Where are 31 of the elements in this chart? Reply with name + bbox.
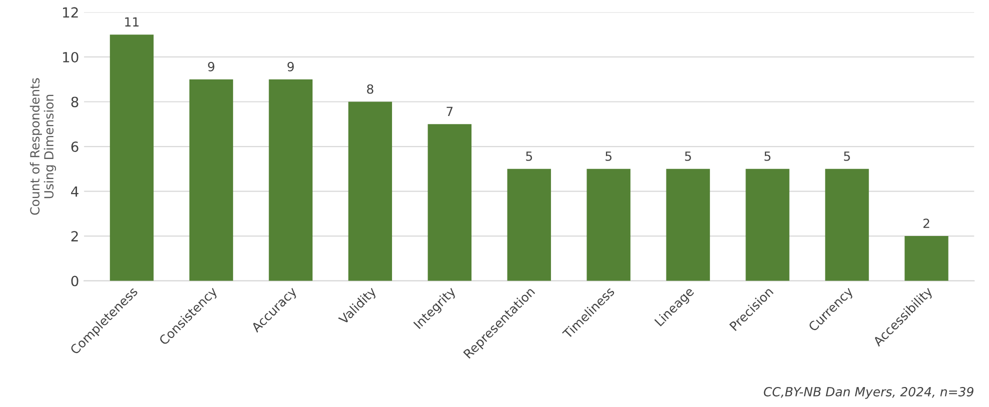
data-label: 5 xyxy=(526,152,532,161)
bar xyxy=(428,124,472,281)
data-label: 7 xyxy=(446,106,453,116)
y-axis-title: Count of Respondents Using Dimension xyxy=(30,78,56,215)
data-label: 5 xyxy=(844,152,850,161)
text: CC,BY-NB Dan Myers, 2024, n=39 xyxy=(764,386,974,399)
bar xyxy=(746,168,790,281)
data-label: 5 xyxy=(764,152,770,161)
y-tick-label: 12 xyxy=(63,7,78,18)
bar xyxy=(825,168,869,281)
data-label: 9 xyxy=(208,62,214,72)
data-label: 9 xyxy=(288,62,294,72)
bar xyxy=(904,236,948,281)
y-tick-label: 2 xyxy=(71,231,78,242)
bar xyxy=(507,168,551,281)
y-tick-label: 4 xyxy=(71,186,78,197)
data-label: 11 xyxy=(125,17,139,26)
bar xyxy=(189,79,234,281)
bar xyxy=(268,79,313,281)
y-tick-label: 0 xyxy=(71,276,78,286)
data-label: 5 xyxy=(685,152,691,161)
bar xyxy=(586,168,630,281)
data-label: 8 xyxy=(367,84,374,94)
y-tick-label: 6 xyxy=(71,141,78,152)
bar xyxy=(666,168,710,281)
data-label: 5 xyxy=(606,152,612,161)
bar xyxy=(348,102,392,281)
bar xyxy=(110,34,154,281)
y-tick-label: 8 xyxy=(71,96,78,108)
data-label: 2 xyxy=(923,218,930,228)
y-tick-label: 10 xyxy=(63,52,78,62)
